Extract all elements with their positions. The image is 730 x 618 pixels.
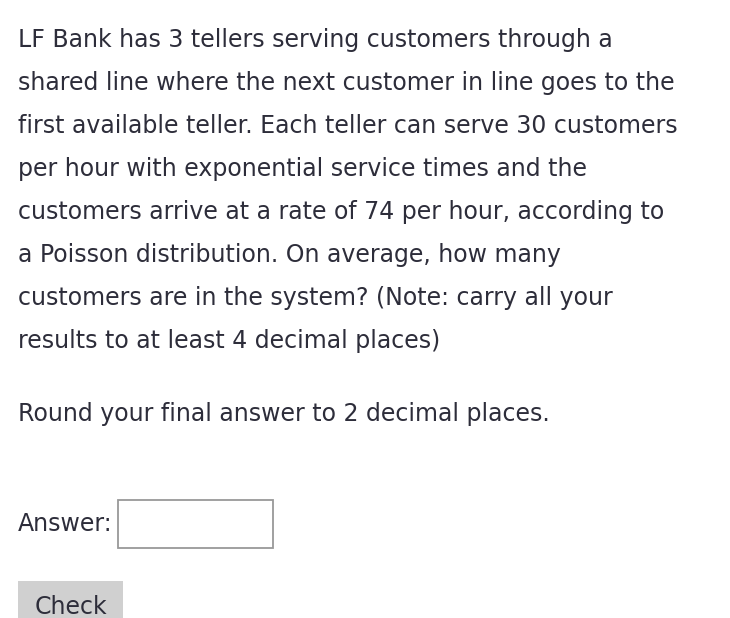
Text: customers are in the system? (Note: carry all your: customers are in the system? (Note: carr… — [18, 286, 612, 310]
Text: first available teller. Each teller can serve 30 customers: first available teller. Each teller can … — [18, 114, 677, 138]
Text: LF Bank has 3 tellers serving customers through a: LF Bank has 3 tellers serving customers … — [18, 28, 612, 52]
Text: customers arrive at a rate of 74 per hour, according to: customers arrive at a rate of 74 per hou… — [18, 200, 664, 224]
Text: Round your final answer to 2 decimal places.: Round your final answer to 2 decimal pla… — [18, 402, 550, 426]
Text: results to at least 4 decimal places): results to at least 4 decimal places) — [18, 329, 440, 353]
FancyBboxPatch shape — [18, 581, 123, 618]
Text: a Poisson distribution. On average, how many: a Poisson distribution. On average, how … — [18, 243, 561, 267]
Text: Answer:: Answer: — [18, 512, 112, 536]
Text: shared line where the next customer in line goes to the: shared line where the next customer in l… — [18, 71, 675, 95]
FancyBboxPatch shape — [118, 500, 273, 548]
Text: Check: Check — [34, 595, 107, 618]
Text: per hour with exponential service times and the: per hour with exponential service times … — [18, 157, 587, 181]
